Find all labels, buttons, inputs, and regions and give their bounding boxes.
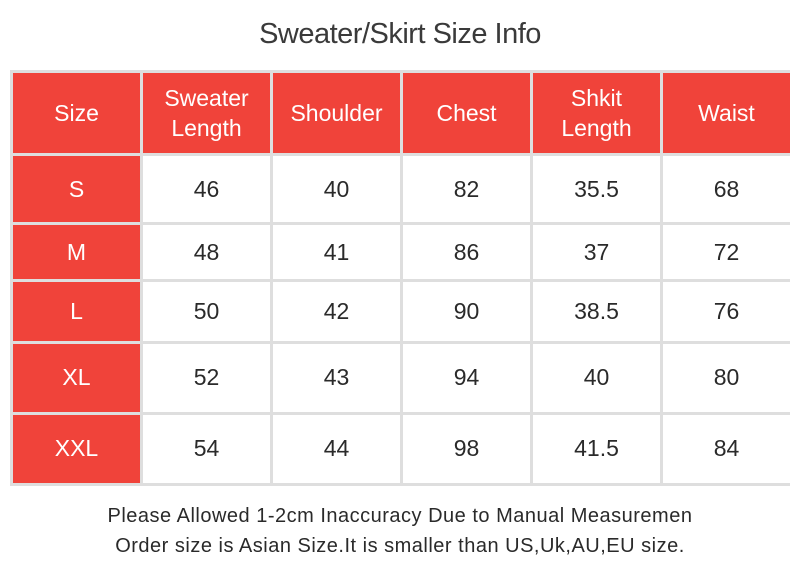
size-label: XL (13, 343, 140, 412)
table-row: XL 52 43 94 40 80 (13, 343, 790, 412)
header-sweater-length: Sweater Length (143, 73, 270, 153)
table-row: M 48 41 86 37 72 (13, 225, 790, 280)
table-cell: 40 (533, 343, 660, 412)
size-label: XXL (13, 414, 140, 483)
table-row: XXL 54 44 98 41.5 84 (13, 414, 790, 483)
table-cell: 40 (273, 156, 400, 223)
size-note: Order size is Asian Size.It is smaller t… (115, 535, 685, 557)
table-cell: 68 (663, 156, 790, 223)
table-cell: 35.5 (533, 156, 660, 223)
table-cell: 54 (143, 414, 270, 483)
page-title: Sweater/Skirt Size Info (259, 18, 541, 50)
table-cell: 52 (143, 343, 270, 412)
table-row: S 46 40 82 35.5 68 (13, 156, 790, 223)
size-table-container: Size Sweater Length Shoulder Chest Shkit… (10, 70, 790, 486)
size-label: L (13, 282, 140, 341)
table-cell: 43 (273, 343, 400, 412)
header-size: Size (13, 73, 140, 153)
size-label: S (13, 156, 140, 223)
table-cell: 84 (663, 414, 790, 483)
table-cell: 41 (273, 225, 400, 280)
table-cell: 44 (273, 414, 400, 483)
table-cell: 94 (403, 343, 530, 412)
table-cell: 80 (663, 343, 790, 412)
accuracy-note: Please Allowed 1-2cm Inaccuracy Due to M… (107, 505, 693, 527)
table-cell: 76 (663, 282, 790, 341)
table-cell: 46 (143, 156, 270, 223)
header-shoulder: Shoulder (273, 73, 400, 153)
table-cell: 82 (403, 156, 530, 223)
header-waist: Waist (663, 73, 790, 153)
table-cell: 86 (403, 225, 530, 280)
table-cell: 41.5 (533, 414, 660, 483)
table-cell: 37 (533, 225, 660, 280)
table-cell: 50 (143, 282, 270, 341)
table-cell: 72 (663, 225, 790, 280)
table-cell: 98 (403, 414, 530, 483)
table-cell: 42 (273, 282, 400, 341)
header-skirt-length: Shkit Length (533, 73, 660, 153)
header-row: Size Sweater Length Shoulder Chest Shkit… (13, 73, 790, 153)
table-row: L 50 42 90 38.5 76 (13, 282, 790, 341)
table-cell: 38.5 (533, 282, 660, 341)
header-chest: Chest (403, 73, 530, 153)
table-cell: 48 (143, 225, 270, 280)
size-label: M (13, 225, 140, 280)
size-table: Size Sweater Length Shoulder Chest Shkit… (10, 70, 793, 486)
table-cell: 90 (403, 282, 530, 341)
